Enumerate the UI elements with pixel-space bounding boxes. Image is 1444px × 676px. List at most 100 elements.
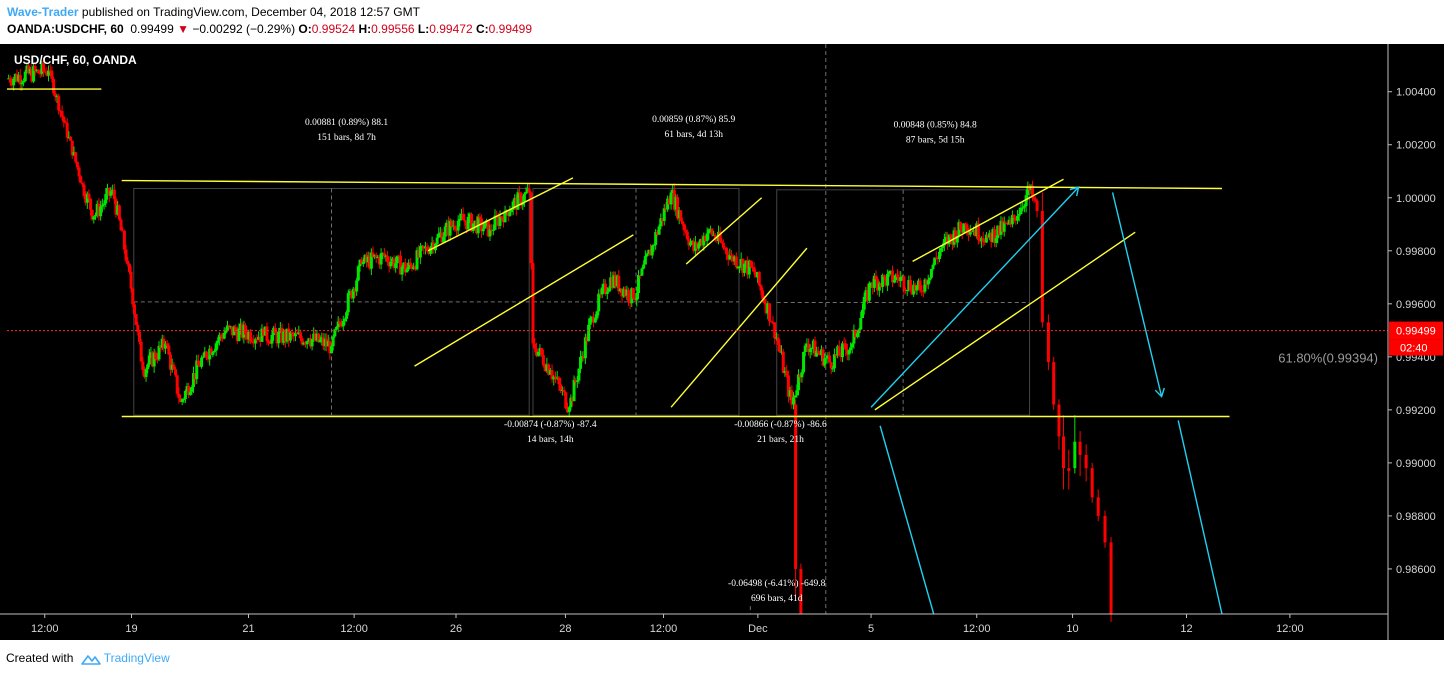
measure-sublabel-1: 151 bars, 8d 7h [317, 133, 376, 143]
candle-body [345, 312, 349, 319]
candle-body [435, 237, 439, 244]
candle-body [325, 339, 329, 347]
candle-body [412, 266, 416, 269]
candle-body [1022, 206, 1026, 208]
candle-body [650, 245, 654, 256]
candle-body [390, 258, 394, 262]
candle-body [263, 326, 267, 336]
candle-body [780, 351, 784, 353]
candle-body [244, 325, 248, 335]
tradingview-link[interactable]: TradingView [103, 651, 170, 665]
candle-body [934, 257, 938, 259]
candle-body [1096, 497, 1100, 516]
candle-body [437, 233, 441, 238]
candle-body [403, 262, 407, 273]
candle-body [771, 322, 775, 324]
candle-body [965, 224, 969, 233]
candle-body [206, 357, 210, 360]
candle-body [793, 395, 797, 398]
candle-body [707, 229, 711, 234]
candle-body [685, 231, 689, 240]
candle-body [536, 351, 540, 356]
candle-body [944, 236, 948, 240]
candle-body [816, 350, 820, 353]
candle-body [792, 397, 796, 405]
candle-body [562, 389, 566, 393]
candle-body [63, 122, 67, 124]
candle-body [832, 354, 836, 369]
candle-body [598, 293, 602, 295]
candle-body [442, 236, 446, 243]
candle-body [1009, 219, 1013, 225]
chart-area[interactable]: 0.00881 (0.89%) 88.1 151 bars, 8d 7h 0.008… [0, 44, 1444, 640]
candle-body [1016, 215, 1020, 221]
candle-body [661, 218, 665, 221]
candle-body [541, 355, 545, 366]
candle-body [936, 258, 940, 260]
candle-body [821, 349, 825, 366]
candle-body [747, 260, 751, 275]
candle-body [297, 332, 301, 335]
candle-body [183, 390, 187, 400]
candle-body [1031, 185, 1035, 198]
candle-body [377, 257, 381, 265]
candle-body [907, 280, 911, 290]
candle-body [750, 267, 754, 269]
close-label: C: [475, 22, 489, 36]
candle-body [1078, 441, 1082, 455]
candle-body [190, 387, 194, 392]
author-link[interactable]: Wave-Trader [7, 5, 79, 19]
candle-body [1040, 211, 1044, 323]
candle-body [749, 260, 753, 268]
open-label: O: [298, 22, 312, 36]
candle-body [826, 355, 830, 358]
candle-body [80, 183, 84, 185]
candle-body [529, 192, 533, 264]
candle-body [1109, 542, 1113, 614]
candle-body [146, 364, 150, 370]
candle-body [216, 340, 220, 344]
candle-body [705, 233, 709, 241]
candle-body [836, 346, 840, 356]
price-chart[interactable]: 0.00881 (0.89%) 88.1 151 bars, 8d 7h 0.008… [0, 44, 1444, 640]
candle-body [1062, 436, 1066, 469]
candle-body [605, 291, 609, 294]
candle-body [141, 361, 145, 371]
candle-body [1012, 215, 1016, 218]
measure-sublabel-4: 14 bars, 14h [527, 435, 574, 445]
candle-body [1046, 322, 1050, 363]
chart-background [0, 44, 1444, 640]
annotation-layer: 0.00881 (0.89%) 88.1 151 bars, 8d 7h 0.008… [305, 114, 1378, 604]
candle-body [40, 63, 44, 74]
candle-body [579, 357, 583, 369]
channel-3-lower [874, 231, 1136, 411]
candle-body [550, 370, 554, 380]
candle-body [798, 374, 802, 378]
time-tick-label: 12:00 [650, 623, 678, 635]
candle-body [213, 350, 217, 353]
projection-down-2 [1177, 420, 1223, 615]
candle-body [759, 285, 763, 291]
candle-body [708, 228, 712, 230]
candle-body [994, 238, 998, 243]
candle-body [387, 261, 391, 267]
candle-body [159, 345, 163, 348]
candle-body [731, 256, 735, 262]
candle-body [398, 255, 402, 275]
candle-body [258, 336, 262, 342]
candle-body [609, 277, 613, 289]
candle-body [850, 343, 854, 348]
candle-body [526, 188, 530, 192]
candle-body [395, 255, 399, 264]
candle-body [905, 289, 909, 291]
candle-body [282, 331, 286, 343]
candle-body [350, 291, 354, 299]
candle-body [1010, 215, 1014, 225]
candle-body [637, 275, 641, 293]
candle-body [369, 252, 373, 269]
measure-sublabel-5: 21 bars, 21h [757, 435, 804, 445]
candle-body [912, 284, 916, 295]
candle-body [703, 236, 707, 241]
candle-body [980, 238, 984, 242]
candle-body [819, 349, 823, 356]
